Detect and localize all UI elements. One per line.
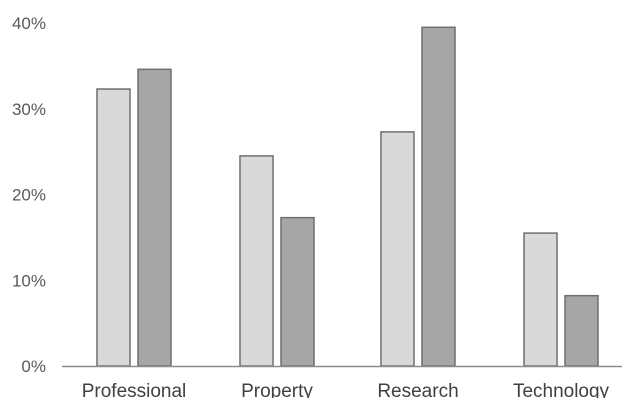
y-tick-label: 40% [12,14,46,33]
category-labels: Professional Property Research Technology [82,381,610,398]
category-label-professional: Professional [82,381,187,398]
y-tick-label: 10% [12,271,46,290]
bars [96,26,599,367]
bar-technology-series-1 [523,232,558,367]
y-tick-label: 30% [12,100,46,119]
bar-professional-series-1 [96,88,131,367]
category-label-research: Research [377,381,458,398]
bar-professional-series-2 [137,68,172,367]
y-tick-label: 20% [12,186,46,205]
bar-research-series-1 [380,131,415,367]
bar-technology-series-2 [564,294,599,367]
category-label-property: Property [241,381,313,398]
category-label-technology: Technology [513,381,610,398]
y-axis-ticks: 0% 10% 20% 30% 40% [12,14,46,376]
bar-research-series-2 [421,26,456,367]
bar-property-series-1 [239,155,274,367]
bar-property-series-2 [280,216,315,367]
y-tick-label: 0% [21,357,46,376]
